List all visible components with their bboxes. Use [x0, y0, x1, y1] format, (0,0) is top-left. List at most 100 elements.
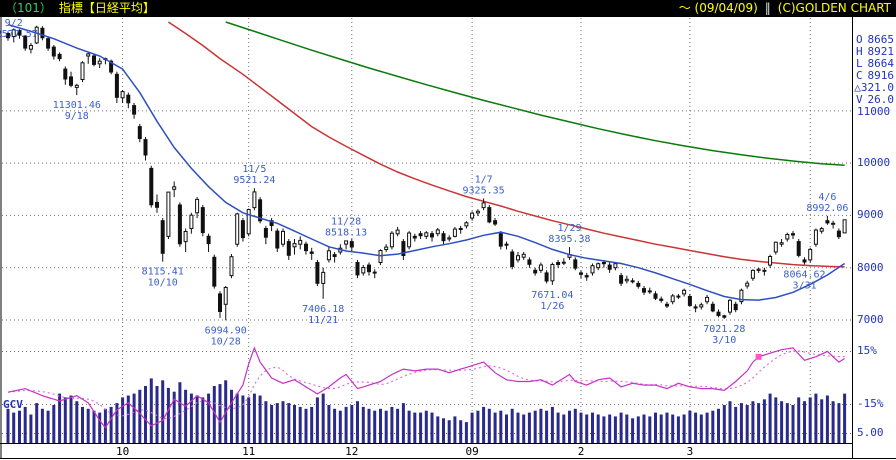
volume-bar: [333, 408, 337, 443]
volume-bar: [121, 397, 125, 443]
chart-code: （101）: [5, 1, 52, 15]
candle: [51, 46, 56, 57]
candle: [183, 231, 188, 243]
candle: [768, 256, 773, 266]
close-label: C: [856, 69, 863, 82]
candle: [80, 62, 85, 80]
candle: [831, 222, 836, 225]
annotation-text: 1/29: [557, 223, 581, 234]
volume-bar: [419, 412, 423, 443]
candle: [160, 220, 165, 254]
candle: [206, 235, 211, 245]
candle: [6, 33, 10, 39]
ma200-line: [225, 21, 845, 166]
volume-bar: [676, 416, 680, 443]
volume-bar: [470, 412, 474, 443]
candle: [481, 202, 486, 209]
candle: [613, 263, 618, 269]
volume-bar: [482, 406, 486, 443]
volume-bar: [464, 422, 468, 443]
annotation-text: 10/28: [211, 336, 241, 347]
volume-bar: [619, 412, 623, 443]
volume-bar: [648, 416, 652, 443]
candles: [6, 25, 847, 321]
volume-bar: [6, 408, 10, 443]
volume-bar: [195, 395, 199, 443]
candle: [326, 250, 331, 261]
candle: [533, 269, 538, 274]
annotation-text: 7021.28: [703, 324, 745, 335]
volume-bar: [659, 414, 663, 443]
annotation-text: 8064.62: [783, 269, 825, 280]
candle: [137, 126, 142, 139]
candle: [223, 287, 228, 305]
volume-bar: [487, 408, 491, 443]
volume-bar: [608, 414, 612, 443]
candle: [143, 139, 148, 156]
volume-bar: [442, 418, 445, 443]
candle: [212, 256, 217, 287]
price-tick-7000: 7000: [857, 313, 884, 326]
candle: [34, 26, 39, 44]
candle: [412, 235, 417, 239]
candle: [670, 295, 675, 303]
candle: [504, 243, 509, 246]
volume-bar: [172, 391, 176, 443]
candle: [705, 296, 710, 303]
candle: [332, 254, 337, 258]
volume-bar: [825, 395, 829, 443]
candle: [384, 246, 389, 251]
change-value: △321.0: [854, 81, 894, 94]
volume-bar: [166, 387, 170, 443]
volume-bar: [711, 410, 715, 443]
volume-bar: [115, 403, 119, 443]
volume-bar: [373, 410, 377, 443]
open-label: O: [856, 33, 863, 46]
volume-bar: [476, 410, 480, 443]
candle: [596, 263, 601, 269]
volume-bar: [757, 403, 761, 443]
candle: [819, 228, 824, 232]
volume-bar: [728, 401, 732, 443]
candle: [430, 233, 434, 238]
candle: [561, 261, 566, 264]
volume-bar: [218, 384, 222, 443]
candle: [109, 60, 114, 73]
volume-bar: [774, 397, 778, 443]
volume-bar: [751, 401, 755, 443]
candle: [229, 256, 234, 277]
volume-bar: [287, 403, 291, 443]
volume-bar: [413, 412, 417, 443]
candle: [149, 167, 154, 206]
volume-bar: [29, 414, 33, 443]
candle: [40, 27, 45, 39]
candle: [252, 191, 257, 209]
candle: [281, 230, 285, 245]
volume-bar: [499, 410, 503, 443]
month-label: 09: [465, 445, 478, 458]
volume-bar: [722, 405, 726, 443]
candle: [389, 232, 394, 248]
candle: [74, 84, 79, 88]
volume-bar: [654, 412, 657, 443]
candle: [321, 271, 326, 284]
volume-bar: [40, 408, 44, 443]
annotation-text: 7671.04: [531, 290, 573, 301]
candle: [676, 295, 681, 298]
volume-bar: [212, 386, 216, 443]
candle: [126, 94, 131, 104]
candle: [796, 241, 801, 256]
candle: [619, 275, 624, 284]
month-label: 10: [116, 445, 129, 458]
volume-bar: [573, 408, 577, 443]
volume-bar: [734, 406, 738, 443]
annotation-text: 9325.35: [463, 185, 505, 196]
annotation-text: 1/7: [475, 174, 493, 185]
quote-close-row: C 8916: [856, 70, 894, 82]
candle: [344, 240, 349, 245]
annotation-text: 6994.90: [205, 325, 247, 336]
volume-bar: [201, 397, 205, 443]
volume-bar: [184, 389, 188, 443]
candle: [189, 214, 194, 229]
